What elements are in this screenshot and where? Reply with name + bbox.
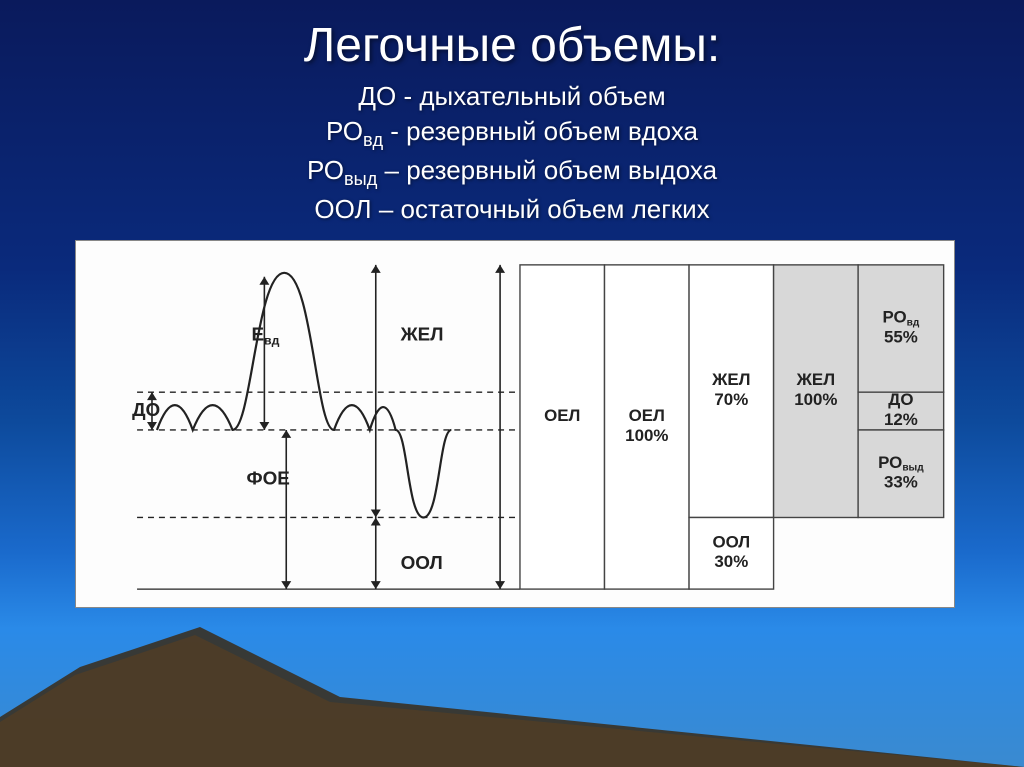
svg-text:70%: 70% [714,390,748,409]
slide-title: Легочные объемы: [0,0,1024,73]
svg-text:33%: 33% [884,473,918,492]
lung-volumes-diagram: ДОЕвдЖЕЛФОЕООЛОЕЛОЕЛ100%ЖЕЛ70%ООЛ30%ЖЕЛ1… [75,240,955,608]
svg-text:30%: 30% [714,552,748,571]
svg-text:55%: 55% [884,327,918,346]
svg-text:ЖЕЛ: ЖЕЛ [796,370,835,389]
legend-text: ДО - дыхательный объем РОвд - резервный … [0,73,1024,227]
svg-text:ОЕЛ: ОЕЛ [544,406,580,425]
svg-text:ОЕЛ: ОЕЛ [629,406,665,425]
svg-text:Евд: Евд [251,324,279,347]
svg-text:ДО: ДО [132,400,160,421]
svg-text:ЖЕЛ: ЖЕЛ [711,370,750,389]
svg-text:100%: 100% [625,426,668,445]
svg-text:ФОЕ: ФОЕ [246,469,289,490]
svg-text:ЖЕЛ: ЖЕЛ [400,324,444,345]
svg-text:12%: 12% [884,410,918,429]
svg-text:ООЛ: ООЛ [712,532,750,551]
svg-text:ООЛ: ООЛ [401,553,443,574]
svg-text:ДО: ДО [888,390,913,409]
mountain-decoration [0,627,1024,767]
spirogram-svg: ДОЕвдЖЕЛФОЕООЛОЕЛОЕЛ100%ЖЕЛ70%ООЛ30%ЖЕЛ1… [76,241,954,607]
svg-text:100%: 100% [794,390,837,409]
